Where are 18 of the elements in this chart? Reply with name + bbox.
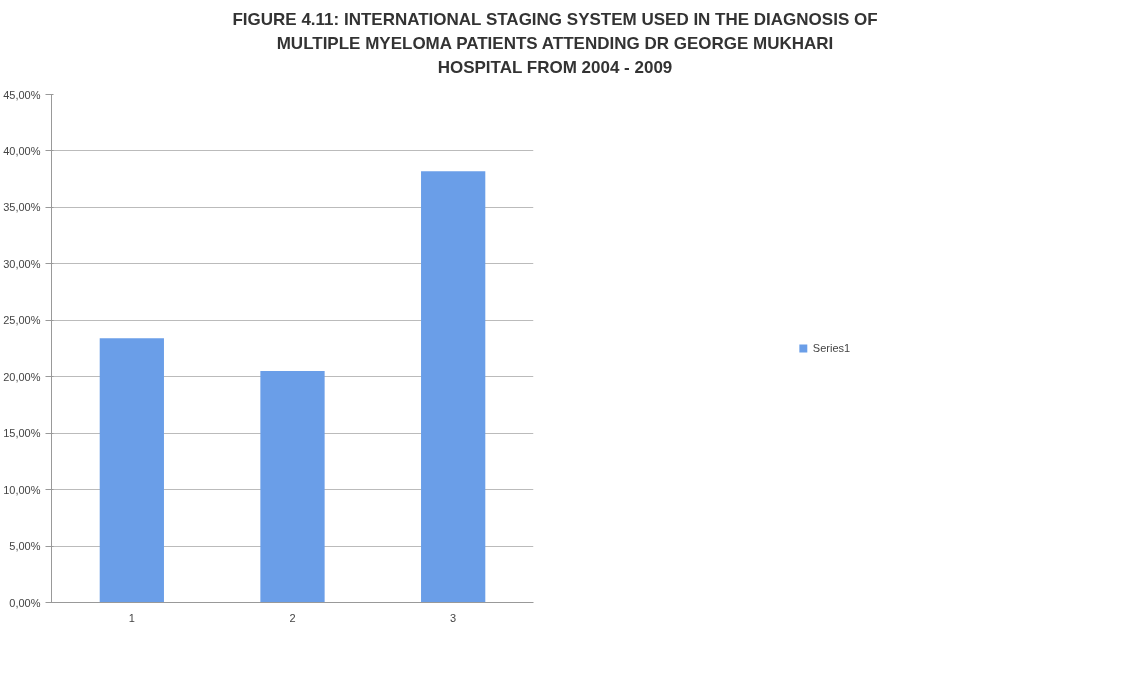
y-tick-label: 20,00% [3,371,41,384]
y-tick-label: 5,00% [9,540,41,553]
y-tick-label: 10,00% [3,484,41,496]
y-tick-label: 45,00% [3,88,41,101]
y-tick-label: 35,00% [3,201,41,214]
y-tick-label: 0,00% [9,596,41,609]
y-tick-label: 25,00% [3,314,41,327]
x-tick-label: 1 [128,611,135,624]
y-tick-label: 40,00% [3,145,41,158]
bar [421,171,486,603]
y-tick-label: 15,00% [3,427,41,440]
y-tick-label: 30,00% [3,258,41,271]
x-tick-label: 2 [289,611,296,624]
bar [99,338,164,603]
legend-label: Series1 [812,342,851,355]
chart-title: FIGURE 4.11: INTERNATIONAL STAGING SYSTEM USED IN THE DIAGNOSIS OF MULTIPLE MYELOMA PATIENTS ATTENDING DR GEORGE MUKHARI HOSPITAL FROM 2004 - 2009 [232,9,878,79]
bar [260,371,325,603]
x-tick-label: 3 [450,611,457,624]
